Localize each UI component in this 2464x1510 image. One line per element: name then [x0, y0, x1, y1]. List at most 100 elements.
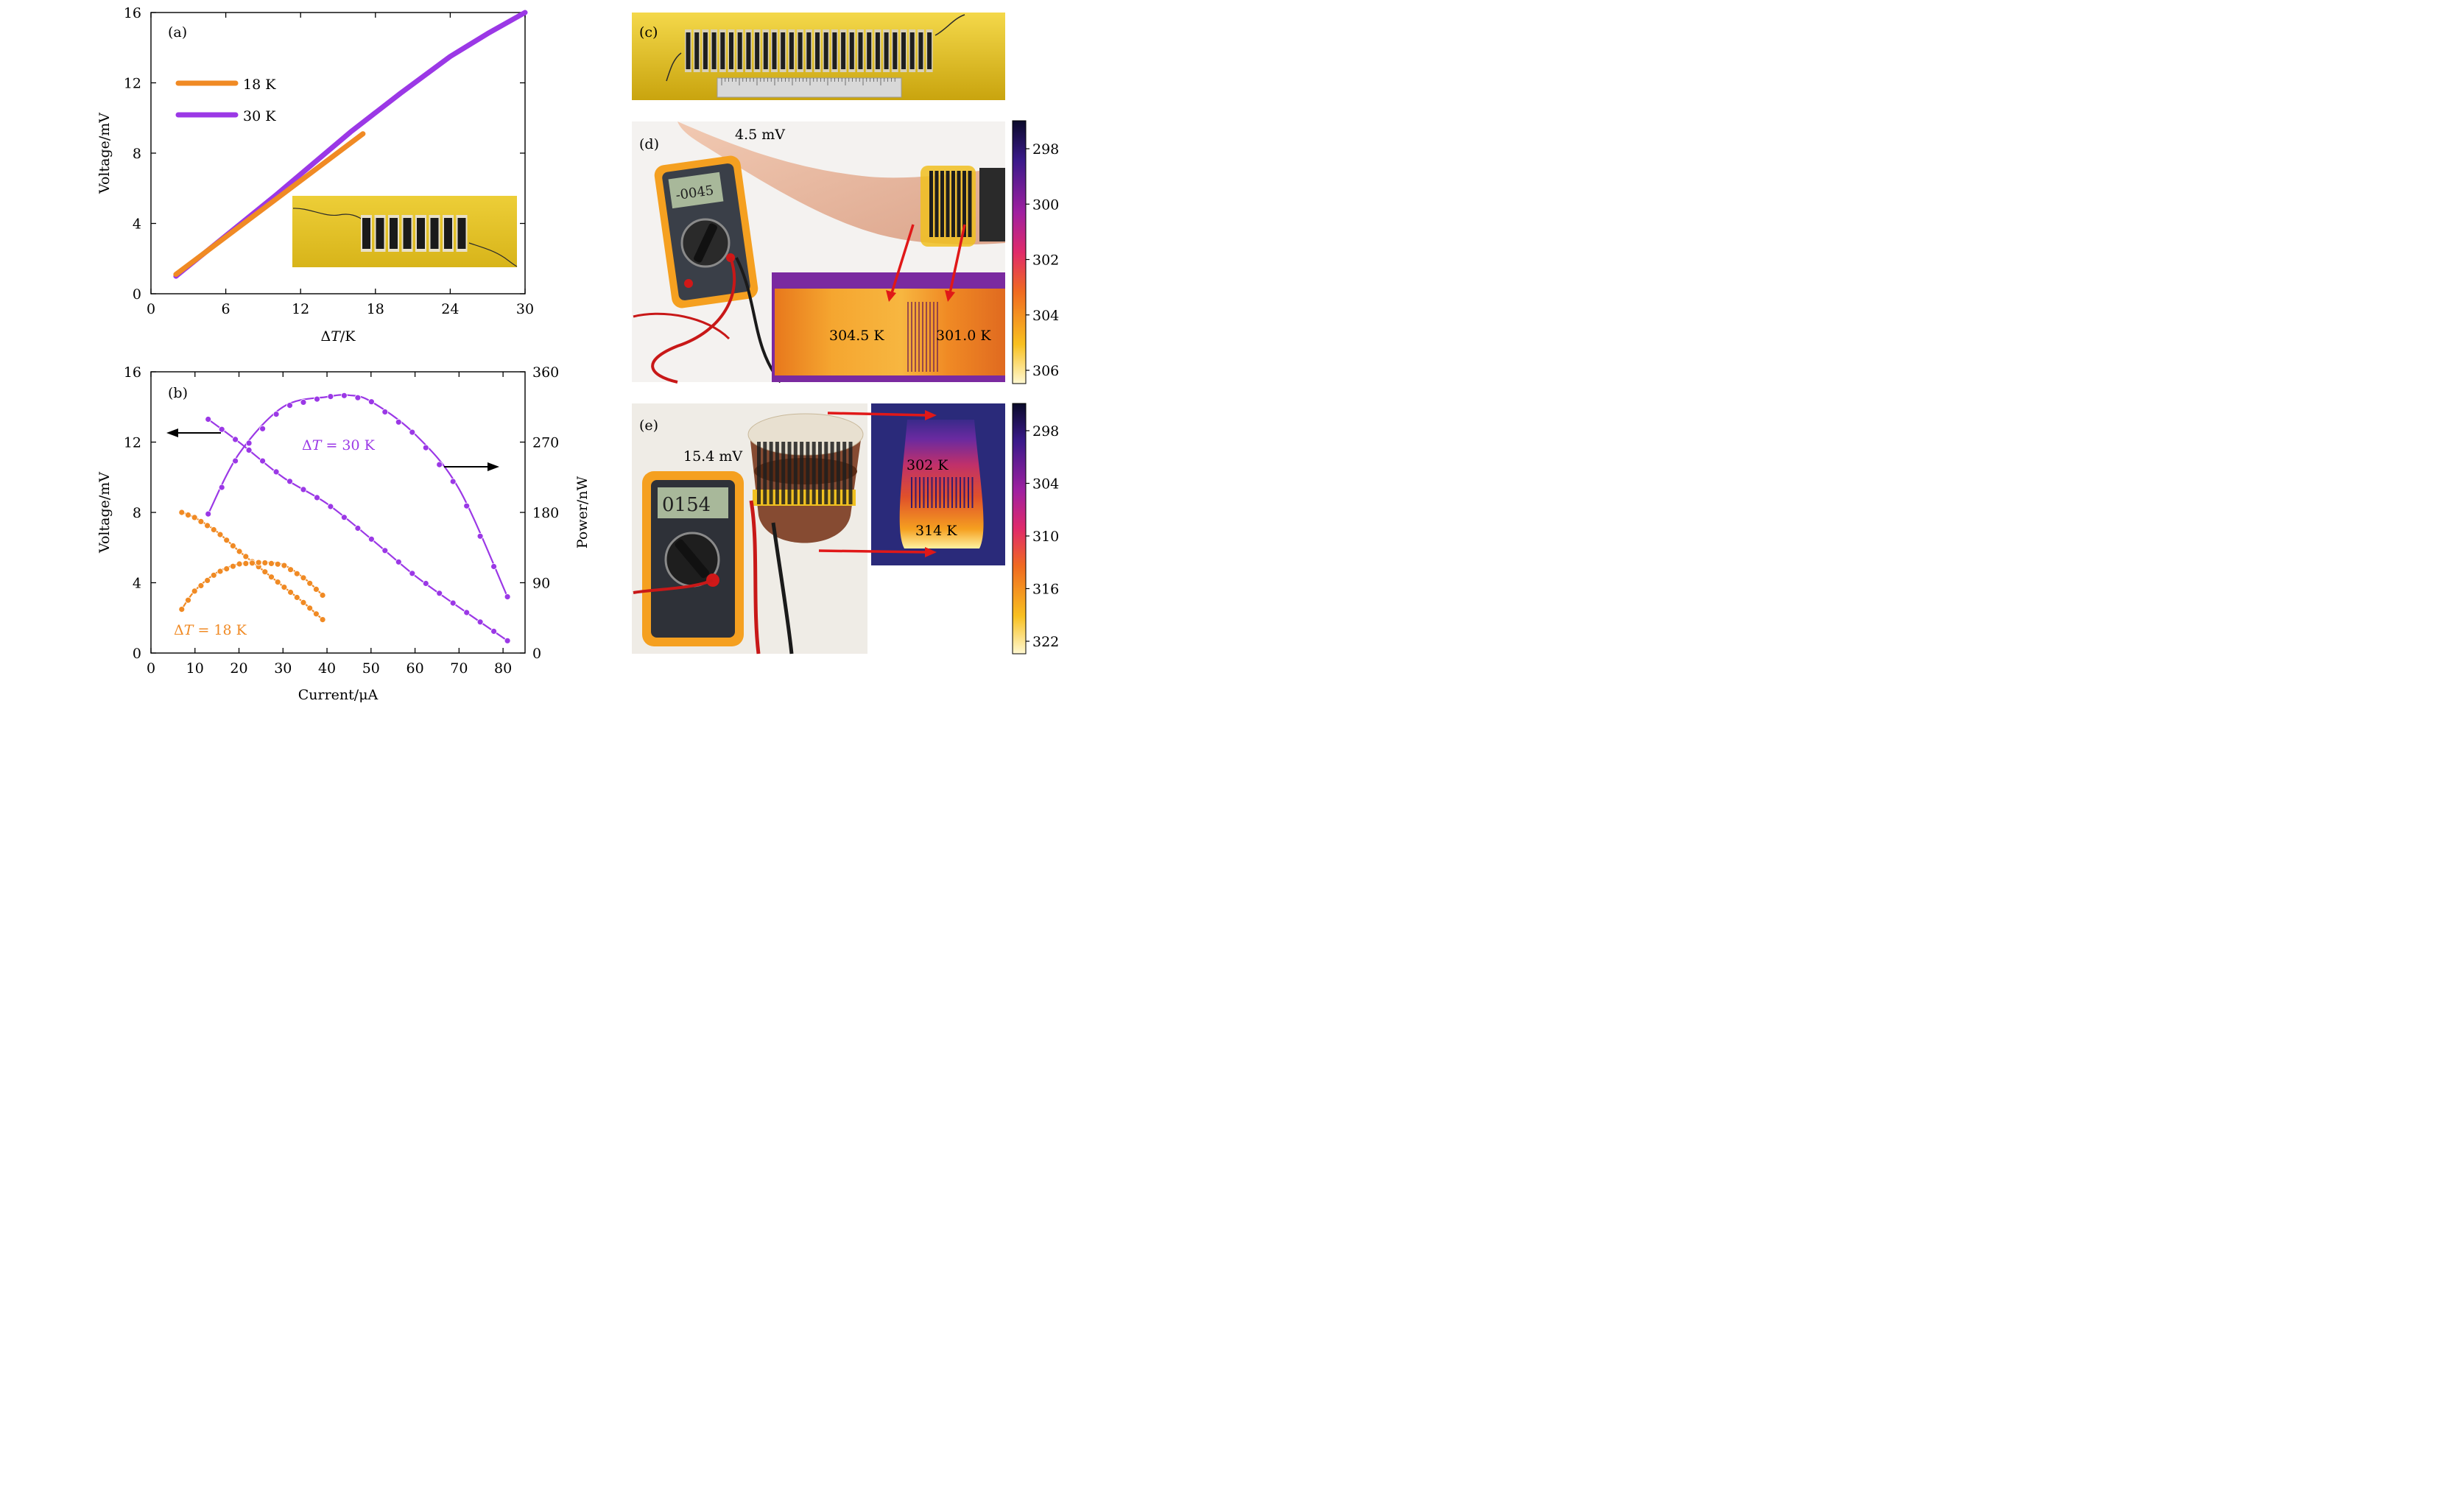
y-tick-label-left: 16 — [124, 364, 141, 381]
data-point — [476, 618, 484, 626]
arrow-to-power-axis — [444, 462, 499, 471]
data-point — [327, 393, 334, 400]
data-point — [268, 560, 275, 567]
series-18K-line — [173, 131, 366, 278]
wearable-leg — [962, 171, 966, 237]
data-point — [210, 526, 217, 533]
data-point — [395, 418, 402, 426]
y-tick-label: 16 — [124, 5, 141, 21]
y-tick-label-right: 270 — [532, 435, 559, 451]
thermal-image-e: 302 K 314 K — [871, 403, 1005, 565]
y-tick-label-left: 8 — [133, 505, 141, 521]
data-point — [504, 637, 511, 644]
data-point — [268, 574, 275, 581]
device-leg — [823, 32, 828, 69]
temp-label-301-0: 301.0 K — [936, 328, 991, 344]
x-tick-label: 0 — [147, 660, 155, 677]
device-leg — [729, 32, 733, 69]
data-point — [463, 502, 471, 509]
data-point — [287, 566, 295, 574]
x-tick-label: 24 — [441, 301, 459, 317]
data-point — [287, 589, 295, 596]
panel-e-photo: 0154 15.4 mV (e) — [632, 403, 867, 655]
y-tick-label: 12 — [124, 76, 141, 92]
x-tick-label: 70 — [450, 660, 468, 677]
device-leg — [893, 32, 898, 69]
multimeter-d: -0045 — [654, 155, 758, 308]
data-point — [300, 574, 307, 582]
colorbar-tick-label: 302 — [1032, 253, 1059, 269]
x-tick-label: 30 — [516, 301, 534, 317]
inset-leg — [417, 218, 425, 249]
data-point — [340, 392, 348, 399]
data-point — [286, 402, 293, 409]
cup — [747, 413, 864, 543]
data-point — [236, 548, 243, 555]
data-point — [490, 563, 497, 570]
data-point — [191, 514, 198, 521]
colorbar-tick-label: 316 — [1032, 582, 1059, 598]
ruler-ticks — [721, 78, 895, 85]
colorbar-e: 298 304 310 316 322 — [1012, 403, 1059, 655]
data-point — [367, 398, 375, 406]
device-leg — [849, 32, 854, 69]
device-leg — [841, 32, 846, 69]
device-leg — [746, 32, 751, 69]
data-point — [312, 586, 320, 593]
fit-curve — [207, 394, 509, 598]
voltage-label-e: 15.4 mV — [683, 448, 742, 465]
data-point — [185, 596, 191, 604]
data-point — [272, 411, 280, 417]
device-leg — [798, 32, 803, 69]
device-leg — [918, 32, 923, 69]
x-tick-label: 10 — [186, 660, 204, 677]
x-tick-label: 80 — [494, 660, 512, 677]
colorbar-tick-label: 322 — [1032, 634, 1059, 650]
y-tick-label-left: 4 — [133, 576, 141, 592]
x-tick-label: 18 — [367, 301, 384, 317]
inset-leg — [362, 218, 370, 249]
data-point — [245, 447, 253, 454]
panel-b-y-axis-label-left: Voltage/mV — [96, 472, 113, 554]
colorbar-tick-label: 304 — [1032, 308, 1059, 324]
data-point — [422, 580, 429, 587]
data-point — [490, 628, 497, 635]
figure: 0 6 12 18 24 30 0 4 8 12 16 (a) 18 K 30 K ΔT/K Vo… — [0, 0, 1152, 706]
device-leg — [909, 32, 915, 69]
device-leg — [901, 32, 906, 69]
panel-d-photo: -0045 304.5 K 301.0 K 4.5 mV (d) — [632, 121, 1005, 384]
device-leg — [867, 32, 872, 69]
panel-c-photo: (c) — [632, 13, 1005, 100]
x-tick-label: 0 — [147, 301, 155, 317]
data-point — [242, 560, 250, 567]
data-point — [306, 604, 314, 612]
data-point — [300, 599, 307, 606]
device-leg — [858, 32, 863, 69]
annotation-dT-18K: ΔT = 18 K — [174, 622, 247, 638]
sleeve — [979, 168, 1005, 241]
colorbar-tick-label: 306 — [1032, 363, 1059, 379]
multimeter-e: 0154 — [642, 471, 744, 646]
y-tick-label: 4 — [133, 216, 141, 233]
data-point — [422, 444, 429, 451]
panel-b-label: (b) — [168, 385, 188, 401]
panel-b-x-axis-label: Current/μA — [298, 687, 379, 703]
colorbar-d: 298 300 302 304 306 — [1012, 120, 1059, 384]
data-point — [436, 590, 443, 597]
colorbar-tick-label: 304 — [1032, 476, 1059, 493]
wearable-leg — [929, 171, 933, 237]
data-point — [218, 484, 225, 491]
data-point — [409, 570, 416, 577]
data-point — [242, 553, 250, 560]
device-leg — [720, 32, 725, 69]
annotation-dT-30K: ΔT = 30 K — [302, 437, 376, 454]
data-point — [354, 394, 362, 401]
data-point — [229, 543, 236, 549]
data-point — [261, 560, 269, 566]
data-point — [300, 486, 307, 493]
wearable-leg — [940, 171, 944, 237]
wearable-leg — [957, 171, 961, 237]
inset-leg — [430, 218, 439, 249]
data-point — [229, 562, 236, 570]
data-point — [463, 609, 471, 616]
